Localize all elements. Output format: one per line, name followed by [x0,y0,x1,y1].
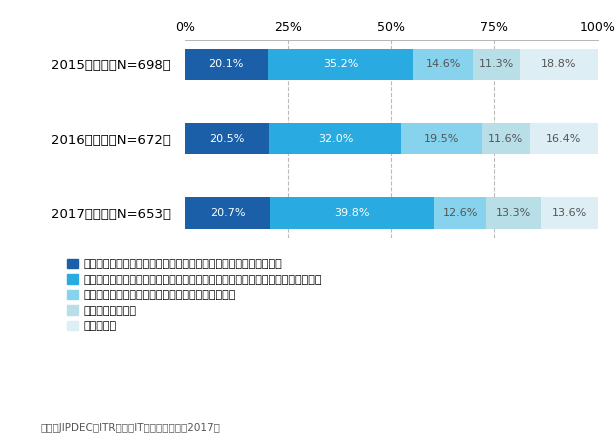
Text: 出典：JIPDEC／ITR「企業IT利活用動向調査2017」: 出典：JIPDEC／ITR「企業IT利活用動向調査2017」 [40,423,220,433]
Text: 16.4%: 16.4% [546,134,582,143]
Bar [413,48,473,80]
Text: 11.3%: 11.3% [479,59,514,69]
Bar [520,48,598,80]
Legend: システム、プライバシーポリシーの両方に大幅な変更・修正が必要, システム、プライバシーポリシーの両方に変更・修正が必要だが、範囲は限定的, プライバシーポリシー: システム、プライバシーポリシーの両方に大幅な変更・修正が必要, システム、プライ… [67,259,322,331]
Bar [530,123,598,154]
Bar [185,48,268,80]
Text: 12.6%: 12.6% [443,208,478,218]
Text: 18.8%: 18.8% [541,59,577,69]
Bar [270,198,434,229]
Text: 35.2%: 35.2% [323,59,358,69]
Text: 32.0%: 32.0% [318,134,353,143]
Text: 14.6%: 14.6% [426,59,461,69]
Bar [269,123,402,154]
Bar [487,198,541,229]
Text: 20.5%: 20.5% [209,134,245,143]
Bar [268,48,413,80]
Text: 11.6%: 11.6% [488,134,524,143]
Bar [482,123,530,154]
Bar [185,123,269,154]
Text: 19.5%: 19.5% [424,134,460,143]
Text: 13.6%: 13.6% [552,208,587,218]
Bar [434,198,487,229]
Bar [541,198,598,229]
Text: 13.3%: 13.3% [496,208,532,218]
Bar [473,48,520,80]
Bar [402,123,482,154]
Text: 20.1%: 20.1% [209,59,244,69]
Bar [185,198,270,229]
Text: 39.8%: 39.8% [334,208,370,218]
Text: 20.7%: 20.7% [210,208,245,218]
